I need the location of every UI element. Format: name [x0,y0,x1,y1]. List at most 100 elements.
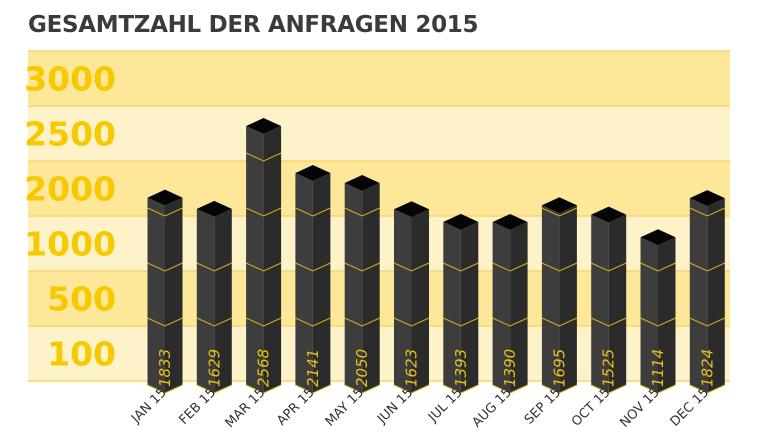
bar-segment-line [393,317,430,327]
bar-value-label: 1393 [452,349,470,387]
bar-face-right [608,214,627,393]
x-tick-label: FEB 15 [176,385,219,428]
y-tick-label: 2000 [24,170,116,209]
bar-segment-line [640,317,676,327]
bar-top [492,214,528,231]
bar-base-line [393,384,430,394]
bar-segment-line [147,262,183,272]
bar-base-line [196,384,233,394]
bar-segment-line [689,262,726,272]
bar-value-label: 1824 [698,349,716,387]
bar-segment-line [590,262,627,272]
x-tick-label: JUL 15 [425,385,466,426]
bar-value-label: 1833 [156,349,174,387]
bar-segment-line [147,207,183,217]
x-tick-label: OCT 15 [569,385,614,430]
bar-segment-line [196,262,233,272]
bar-value-label: 1114 [649,349,667,387]
x-tick-label: MAY 15 [323,385,367,429]
y-tick-label: 2500 [24,115,116,154]
bar-face-left [640,237,658,393]
bar-segment-line [443,262,479,272]
x-tick-label: AUG 15 [470,385,515,430]
bar-segment-line [492,262,528,272]
x-tick-label: APR 15 [274,385,317,428]
bar-base-line [245,384,282,394]
bar-base-line [443,384,479,394]
bar-value-label: 2050 [353,349,371,387]
bar-face-right [658,237,676,393]
bar-face-right [411,209,429,393]
bar-top [196,200,232,217]
x-tick-label: JAN 15 [128,385,170,427]
bar-base-line [541,384,578,394]
bar-value-label: 1695 [550,349,568,387]
bar-segment-line [344,207,380,217]
bar-top [394,201,429,218]
bar-base-line [295,384,331,394]
bar-face-left [196,208,215,393]
bar-segment-line [640,262,676,272]
bar-face-right [707,198,725,393]
bar-segment-line [344,262,380,272]
bar-top [147,189,183,206]
bar-face-right [312,172,331,393]
bar-face-left [344,183,363,393]
y-tick-label: 1000 [24,225,116,264]
bar-segment-line [541,262,578,272]
bar-face-left [689,198,708,393]
bar-segment-line [295,207,331,217]
x-tick-label: DEC 15 [668,385,713,430]
bar-segment-line [689,207,726,217]
bar-segment-line [492,317,528,327]
bar-base-line [344,384,380,394]
bar-value-label: 2568 [255,349,273,387]
bar-face-left [394,209,412,393]
bar-segment-line [541,207,578,217]
bar-face-right [362,183,380,393]
x-tick-label: JUN 15 [374,385,416,427]
bar-base-line [492,384,528,394]
bar-value-label: 1629 [205,349,223,387]
bar-segment-line [590,317,627,327]
y-tick-label: 100 [47,335,116,374]
y-tick-label: 3000 [24,60,116,99]
bar-segment-line [443,317,479,327]
y-tick-label: 500 [47,280,116,319]
bar-segment-line [245,152,282,162]
bar-face-left [246,126,264,394]
bar-face-right [263,126,282,394]
bar-top [344,175,380,191]
chart-title: GESAMTZAHL DER ANFRAGEN 2015 [28,12,479,38]
bar-segment-line [295,317,331,327]
bar-segment-line [245,317,282,327]
bar-segment-line [245,207,282,217]
bar-segment-line [541,317,578,327]
bar-value-label: 1525 [600,349,618,387]
bar-base-line [590,384,627,394]
bar-top [246,118,282,135]
bar-face-right [559,205,577,393]
x-tick-label: NOV 15 [617,385,662,430]
bar-face-right [165,197,183,393]
bar-top [443,213,479,230]
bar-segment-line [245,262,282,272]
bar-top [541,197,577,214]
bar-face-left [591,214,609,393]
x-tick-label: SEP 15 [522,385,564,427]
bar-segment-line [147,317,183,327]
bar-value-label: 1390 [501,349,519,387]
bar-face-left [541,205,560,393]
bar-top [640,229,676,246]
bar-face-left [147,197,165,393]
bar-top [689,190,725,207]
bar-base-line [147,384,183,394]
bar-base-line [689,384,726,394]
bar-top [295,164,331,181]
bar-value-label: 2141 [304,349,322,387]
bar-top [591,206,627,223]
bar-value-label: 1623 [403,349,421,387]
bar-segment-line [689,317,726,327]
bar-base-line [640,384,676,394]
